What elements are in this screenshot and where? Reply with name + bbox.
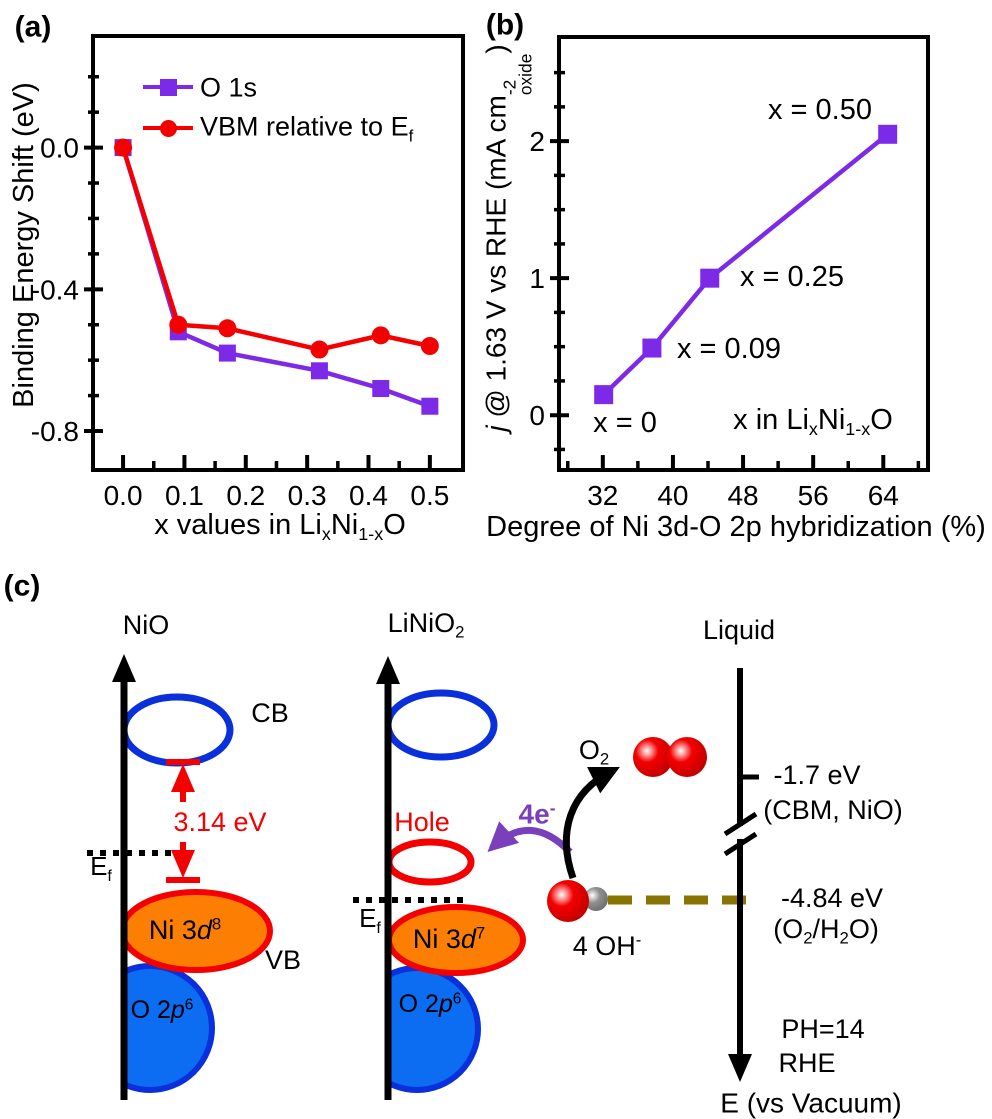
liquid-title: Liquid bbox=[702, 614, 776, 645]
panel-a-chart: 0.0 0.1 0.2 0.3 0.4 0.5 0.0 -0.4 -0.8 bbox=[31, 34, 465, 511]
point-label-x050: x = 0.50 bbox=[768, 93, 872, 126]
data-point-circle bbox=[169, 315, 188, 334]
panel-a-tag: (a) bbox=[14, 10, 52, 44]
point-label-x025: x = 0.25 bbox=[740, 260, 844, 293]
panel-c-diagram bbox=[87, 654, 759, 1100]
cbm-level-note: (CBM, NiO) bbox=[763, 794, 903, 825]
o2-label: O2 bbox=[578, 734, 610, 769]
panel-a-y-axis-label: Binding Energy Shift (eV) bbox=[7, 82, 40, 408]
nio-o2p-band-shape bbox=[124, 963, 215, 1093]
y-tick-label: 2 bbox=[529, 126, 545, 157]
legend-label-o1s: O 1s bbox=[200, 72, 258, 103]
electron-transfer-arrow bbox=[487, 821, 573, 855]
data-point-square bbox=[700, 268, 720, 288]
x-tick-label: 40 bbox=[657, 480, 688, 511]
data-point-square bbox=[878, 124, 898, 144]
oh-oxygen-atom bbox=[547, 880, 589, 922]
o2h2o-level-note: (O2/H2O) bbox=[773, 913, 879, 948]
x-tick-label: 0.5 bbox=[410, 480, 449, 511]
data-point-circle bbox=[310, 340, 329, 359]
panel-b-x-axis-label: Degree of Ni 3d-O 2p hybridization (%) bbox=[486, 510, 986, 543]
y-tick-label: 0.0 bbox=[40, 133, 79, 164]
four-electrons-label: 4e- bbox=[518, 798, 556, 830]
axis-frame bbox=[91, 34, 465, 472]
x-tick-label: 56 bbox=[798, 480, 829, 511]
vb-label: VB bbox=[264, 944, 302, 975]
data-point-circle bbox=[420, 337, 439, 355]
linio2-cb-band-shape bbox=[384, 689, 498, 761]
legend-circle-marker-icon bbox=[160, 120, 177, 137]
y-tick-label: 0 bbox=[529, 400, 545, 431]
nio-ni3d-band-shape bbox=[124, 889, 273, 973]
axis-break-slash2 bbox=[723, 831, 758, 857]
x-tick-label: 0.4 bbox=[349, 480, 388, 511]
band-gap-arrow bbox=[166, 759, 200, 883]
panel-b-chart: 32 40 48 56 64 0 1 2 bbox=[529, 35, 930, 511]
panel-b-formula-annotation: x in LixNi1-xO bbox=[733, 403, 893, 440]
x-tick-label: 0.3 bbox=[288, 480, 327, 511]
point-label-x0: x = 0 bbox=[593, 406, 657, 439]
point-label-x009: x = 0.09 bbox=[677, 332, 781, 365]
panel-b-tag: (b) bbox=[485, 8, 525, 42]
axis-break-slash1 bbox=[723, 811, 758, 837]
oh-hydrogen-atom bbox=[584, 887, 608, 911]
legend-square-marker-icon bbox=[160, 79, 177, 96]
o2-molecule-atom2 bbox=[667, 737, 707, 777]
data-point-square bbox=[594, 385, 614, 405]
series-line bbox=[601, 132, 890, 397]
series-line bbox=[120, 145, 433, 352]
data-point-circle bbox=[114, 138, 133, 157]
x-tick-label: 64 bbox=[868, 480, 899, 511]
data-point-circle bbox=[218, 319, 237, 338]
y-tick-label: -0.8 bbox=[31, 416, 79, 447]
cb-label: CB bbox=[251, 697, 289, 728]
o2h2o-level-value: -4.84 eV bbox=[780, 882, 884, 913]
nio-fermi-label: Ef bbox=[90, 851, 112, 885]
ph-label: PH=14 bbox=[781, 1013, 865, 1044]
panel-b-y-axis-label: j @ 1.63 V vs RHE (mA cm -2 oxide) bbox=[480, 44, 536, 432]
legend-label-vbm: VBM relative to Ef bbox=[200, 111, 414, 146]
hydroxide-label: 4 OH- bbox=[572, 930, 642, 961]
nio-ni3d8-label: Ni 3d8 bbox=[148, 914, 222, 945]
linio2-fermi-label: Ef bbox=[359, 903, 381, 937]
x-tick-label: 48 bbox=[727, 480, 758, 511]
nio-title: NiO bbox=[122, 609, 170, 640]
x-tick-label: 0.0 bbox=[104, 480, 143, 511]
linio2-o2p-band-shape bbox=[388, 965, 481, 1093]
nio-cb-band-shape bbox=[120, 693, 234, 767]
y-tick-label: -0.4 bbox=[31, 274, 79, 305]
data-point-square bbox=[310, 362, 328, 380]
data-point-square bbox=[642, 338, 662, 358]
o2-evolution-arrow bbox=[562, 767, 620, 880]
data-point-square bbox=[421, 397, 439, 415]
nio-energy-axis bbox=[112, 654, 136, 1100]
data-point-square bbox=[372, 380, 390, 398]
data-point-square bbox=[218, 344, 236, 362]
panel-c-tag: (c) bbox=[3, 569, 41, 603]
series-line bbox=[120, 145, 433, 409]
x-tick-label: 0.2 bbox=[226, 480, 265, 511]
panel-a-x-axis-label: x values in LixNi1-xO bbox=[154, 508, 406, 545]
nio-o2p6-label: O 2p6 bbox=[130, 995, 194, 1024]
linio2-title: LiNiO2 bbox=[387, 607, 465, 642]
linio2-o2p6-label: O 2p6 bbox=[398, 989, 462, 1018]
energy-axis-label: E (vs Vacuum) bbox=[720, 1087, 902, 1119]
y-tick-label: 1 bbox=[529, 263, 545, 294]
hole-band-shape bbox=[385, 838, 475, 886]
x-tick-label: 0.1 bbox=[165, 480, 204, 511]
cbm-level-value: -1.7 eV bbox=[773, 759, 861, 790]
linio2-ni3d7-label: Ni 3d7 bbox=[412, 923, 486, 954]
data-point-circle bbox=[371, 326, 390, 345]
hole-label: Hole bbox=[394, 806, 450, 837]
o2-molecule-atom1 bbox=[633, 737, 673, 777]
linio2-energy-axis bbox=[376, 656, 400, 1100]
rhe-label: RHE bbox=[778, 1047, 836, 1078]
liquid-energy-axis bbox=[723, 668, 759, 1082]
band-gap-value-label: 3.14 eV bbox=[173, 806, 267, 837]
x-tick-label: 32 bbox=[587, 480, 618, 511]
